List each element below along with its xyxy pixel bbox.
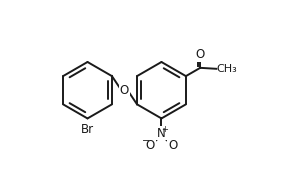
Text: Br: Br	[81, 123, 94, 136]
Text: N: N	[157, 127, 166, 140]
Text: O: O	[168, 139, 178, 152]
Text: CH₃: CH₃	[217, 64, 237, 74]
Text: −: −	[142, 136, 150, 146]
Text: O: O	[120, 84, 129, 97]
Text: O: O	[196, 48, 205, 61]
Text: +: +	[161, 125, 168, 134]
Text: O: O	[145, 139, 155, 152]
